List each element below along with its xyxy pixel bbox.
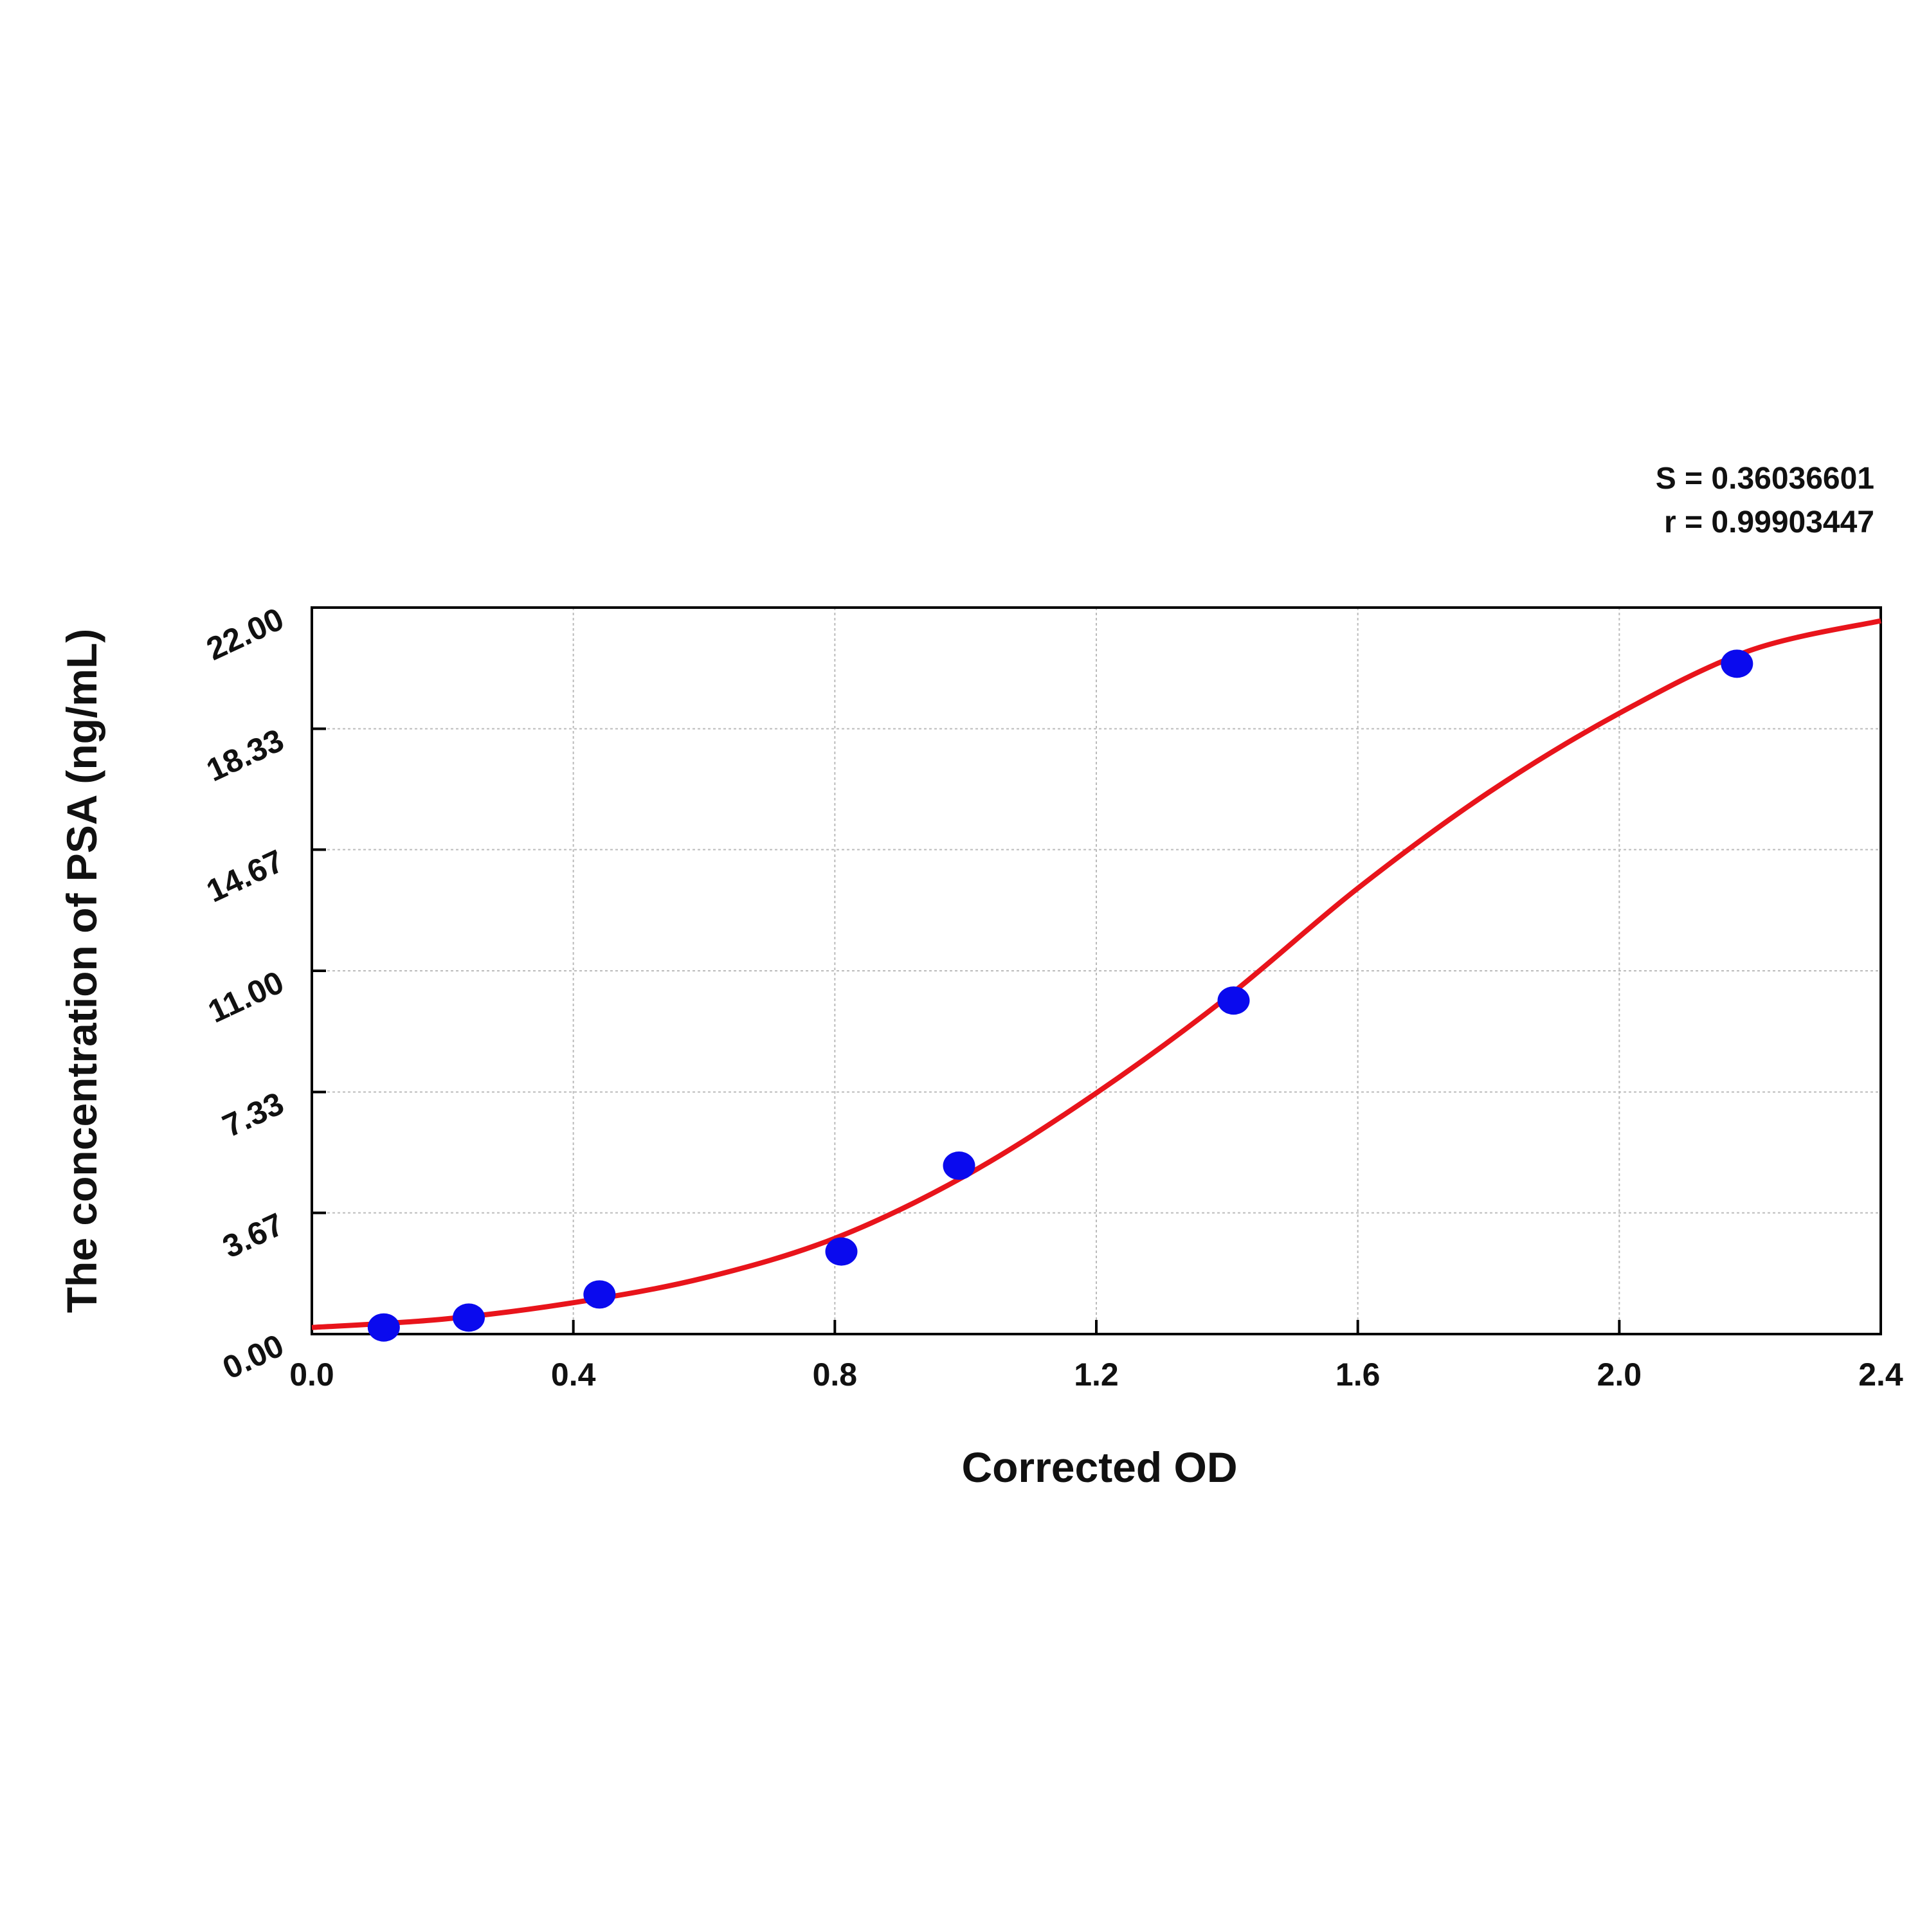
x-axis-title: Corrected OD	[961, 1443, 1237, 1491]
data-point	[1721, 649, 1753, 678]
data-point	[943, 1151, 975, 1180]
x-tick-label: 2.0	[1597, 1357, 1642, 1393]
y-axis-title: The concentration of PSA (ng/mL)	[58, 629, 105, 1314]
x-tick-label: 0.0	[289, 1357, 334, 1393]
annotation: S = 0.36036601	[1656, 462, 1874, 496]
data-point	[583, 1280, 616, 1309]
x-tick-label: 0.4	[551, 1357, 596, 1393]
data-point	[825, 1237, 858, 1266]
data-point	[453, 1303, 485, 1332]
x-tick-label: 0.8	[813, 1357, 858, 1393]
x-tick-label: 1.6	[1336, 1357, 1381, 1393]
data-point	[367, 1313, 400, 1342]
x-tick-label: 2.4	[1858, 1357, 1903, 1393]
data-point	[1217, 986, 1250, 1015]
annotation: r = 0.99903447	[1664, 505, 1874, 539]
x-tick-label: 1.2	[1074, 1357, 1119, 1393]
fit-curve	[311, 618, 1881, 1330]
